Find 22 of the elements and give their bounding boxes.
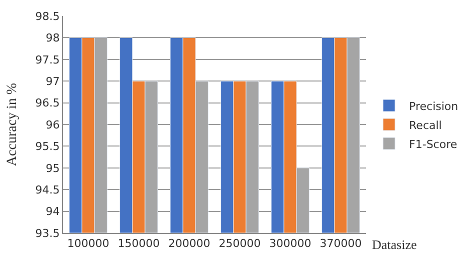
y-tick-label: 94.5 <box>35 183 60 196</box>
legend-label: Recall <box>409 118 442 132</box>
legend-label: Precision <box>409 100 458 113</box>
y-tick-label: 97.5 <box>35 53 60 66</box>
x-tick-label: 370000 <box>320 237 362 250</box>
y-tick-label: 97 <box>46 74 60 88</box>
y-tick-label: 94 <box>46 205 60 218</box>
y-tick-label: 98.5 <box>35 10 60 23</box>
x-axis-title: Datasize <box>372 237 417 252</box>
legend-label: F1-Score <box>409 138 458 151</box>
x-tick-label: 150000 <box>118 237 160 250</box>
y-tick-label: 98 <box>46 32 60 45</box>
y-tick-label: 95.5 <box>35 140 60 154</box>
y-tick-label: 93.5 <box>35 226 60 240</box>
x-tick-label: 200000 <box>168 237 210 250</box>
x-tick-label: 250000 <box>218 237 261 250</box>
y-tick-label: 95 <box>46 162 60 175</box>
y-axis-title: Accuracy in % <box>4 82 20 166</box>
x-tick-label: 100000 <box>67 237 110 250</box>
x-tick-label: 300000 <box>269 237 312 250</box>
y-tick-label: 96.5 <box>35 96 60 110</box>
y-tick-label: 96 <box>46 118 60 132</box>
